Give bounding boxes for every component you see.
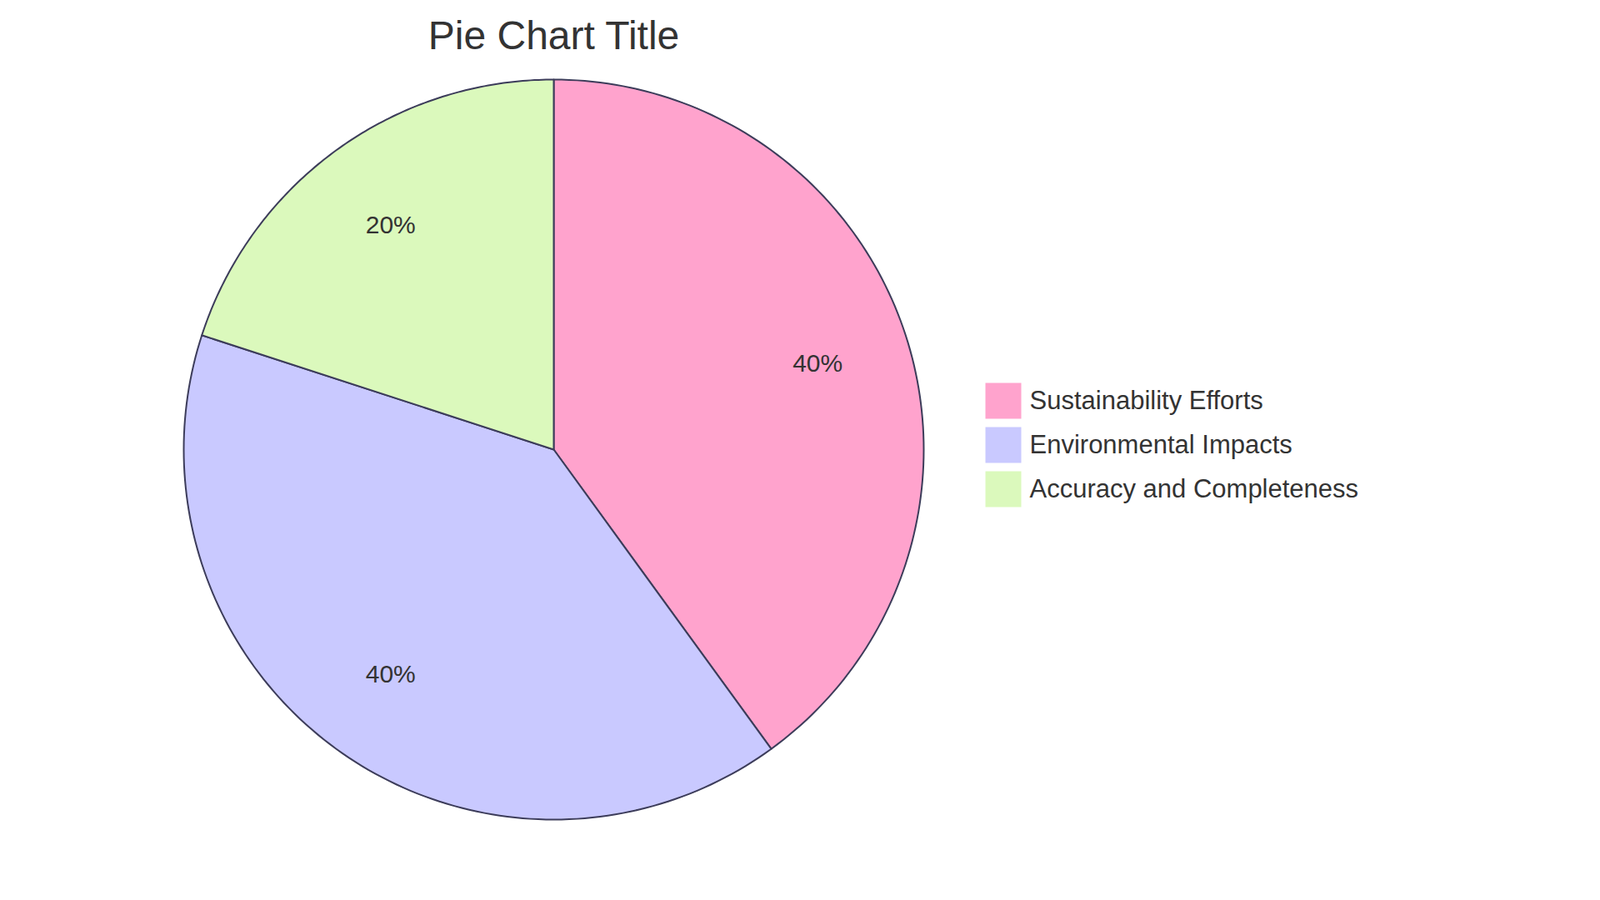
svg-text:Accuracy and Completeness: Accuracy and Completeness [1030, 474, 1360, 504]
svg-text:Environmental Impacts: Environmental Impacts [1030, 430, 1293, 460]
svg-text:Pie Chart Title: Pie Chart Title [428, 13, 680, 58]
svg-text:40%: 40% [365, 660, 416, 688]
svg-text:20%: 20% [365, 210, 416, 239]
svg-text:Sustainability Efforts: Sustainability Efforts [1030, 385, 1264, 415]
svg-text:40%: 40% [792, 349, 843, 377]
